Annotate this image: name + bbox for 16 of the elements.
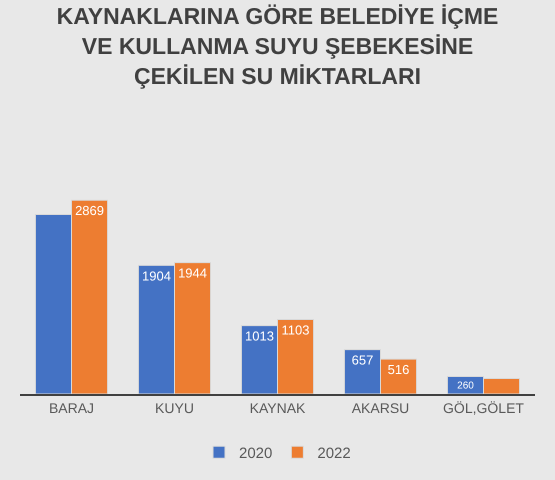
x-tick-label: BARAJ [48,400,94,416]
data-label: 1103 [282,322,310,338]
chart-title: KAYNAKLARINA GÖRE BELEDİYE İÇME VE KULLANMA SUYU ŞEBEKESİNE ÇEKİLEN SU MİKTARLARI [56,3,498,89]
x-tick-label: GÖL,GÖLET [443,400,524,416]
data-label: 1013 [245,328,274,344]
data-label: 2869 [75,203,104,218]
data-label: 1904 [142,268,171,284]
x-tick-label: KUYU [155,400,194,416]
x-tick-label: KAYNAK [250,400,306,416]
legend-label: 2022 [317,445,351,462]
data-label: 657 [352,352,374,368]
data-label: 260 [457,380,474,392]
legend-label: 2020 [239,445,272,462]
data-label: 1944 [178,266,207,281]
data-label: 516 [388,362,410,378]
x-tick-label: AKARSU [352,400,410,416]
